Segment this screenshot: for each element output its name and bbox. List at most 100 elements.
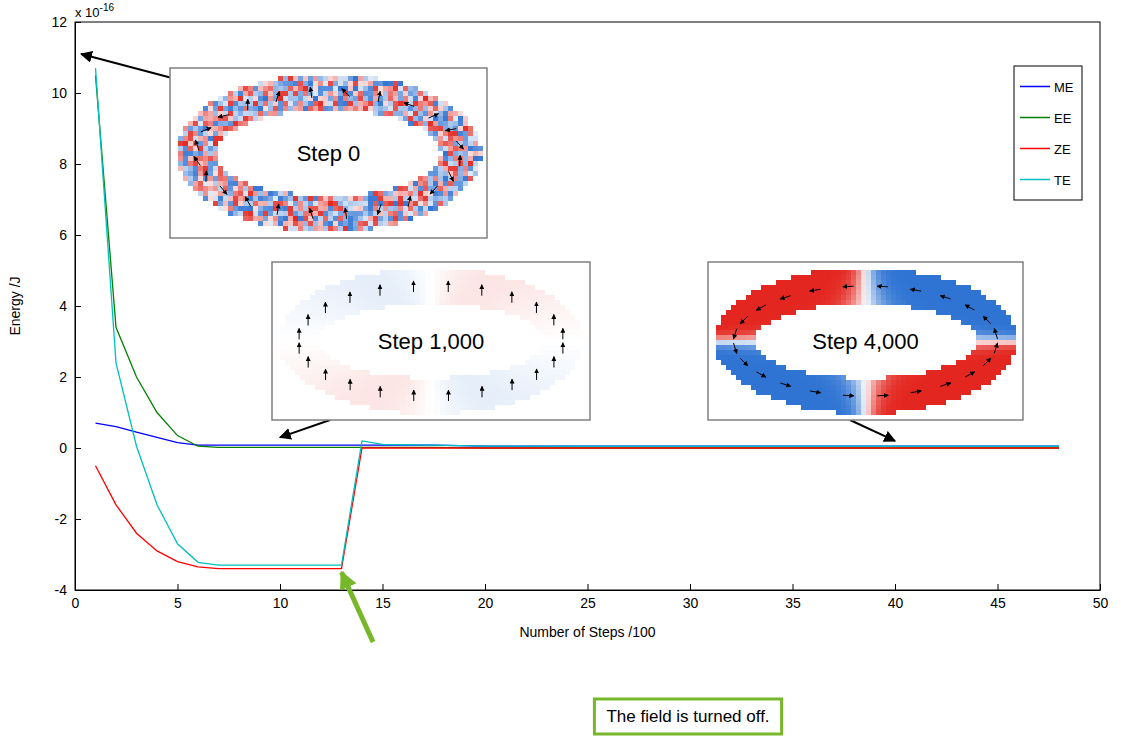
y-tick-label: 6 <box>59 227 67 243</box>
inset-cell <box>550 370 555 375</box>
inset-cell <box>388 111 393 116</box>
inset-cell <box>555 305 560 310</box>
inset-cell <box>390 385 395 390</box>
annotation-arrow <box>850 420 895 441</box>
inset-cell <box>350 395 355 400</box>
inset-cell <box>458 181 463 186</box>
inset-cell <box>233 181 238 186</box>
inset-cell <box>560 375 565 380</box>
inset-cell <box>278 191 283 196</box>
inset-cell <box>555 325 560 330</box>
inset-cell <box>388 106 393 111</box>
inset-cell <box>560 310 565 315</box>
inset-cell <box>410 385 415 390</box>
inset-cell <box>368 76 373 81</box>
inset-cell <box>450 295 455 300</box>
inset-cell <box>555 335 560 340</box>
inset-cell <box>470 275 475 280</box>
inset-cell <box>310 350 315 355</box>
inset-cell <box>520 375 525 380</box>
y-multiplier: x 10-16 <box>75 2 114 20</box>
inset-cell <box>340 300 345 305</box>
inset-cell <box>428 121 433 126</box>
inset-cell <box>290 350 295 355</box>
x-tick-mark <box>485 584 486 590</box>
inset-cell <box>463 126 468 131</box>
inset-cell <box>360 305 365 310</box>
inset-cell <box>340 290 345 295</box>
inset-cell <box>475 295 480 300</box>
inset-cell <box>243 186 248 191</box>
inset-cell <box>408 216 413 221</box>
inset-cell <box>435 405 440 410</box>
inset-cell <box>423 196 428 201</box>
inset-cell <box>453 176 458 181</box>
inset-cell <box>490 385 495 390</box>
y-tick-mark <box>75 164 81 165</box>
inset-cell <box>525 290 530 295</box>
inset-cell <box>325 315 330 320</box>
inset-cell <box>505 280 510 285</box>
inset-cell <box>393 186 398 191</box>
inset-cell <box>525 375 530 380</box>
inset-cell <box>238 101 243 106</box>
inset-cell <box>510 300 515 305</box>
inset-cell <box>213 106 218 111</box>
inset-cell <box>305 330 310 335</box>
inset-cell <box>435 285 440 290</box>
inset-cell <box>403 96 408 101</box>
inset-cell <box>473 131 478 136</box>
inset-cell <box>736 335 741 340</box>
inset-cell <box>328 91 333 96</box>
inset-arrow <box>299 343 300 354</box>
inset-cell <box>390 380 395 385</box>
inset-cell <box>315 370 320 375</box>
inset-cell <box>438 126 443 131</box>
x-tick-label: 5 <box>174 595 182 611</box>
inset-cell <box>298 101 303 106</box>
inset-cell <box>413 86 418 91</box>
inset-cell <box>388 86 393 91</box>
inset-cell <box>340 305 345 310</box>
inset-cell <box>443 196 448 201</box>
inset-arrow <box>342 89 350 97</box>
inset-cell <box>433 136 438 141</box>
inset-cell <box>408 106 413 111</box>
inset-cell <box>368 191 373 196</box>
inset-cell <box>343 106 348 111</box>
inset-cell <box>393 101 398 106</box>
inset-cell <box>453 191 458 196</box>
inset-cell <box>365 370 370 375</box>
inset-cell <box>438 201 443 206</box>
inset-cell <box>415 390 420 395</box>
inset-cell <box>335 375 340 380</box>
inset-cell <box>203 151 208 156</box>
inset-cell <box>520 290 525 295</box>
y-tick-mark <box>75 377 81 378</box>
inset-cell <box>283 206 288 211</box>
inset-cell <box>313 76 318 81</box>
y-tick: 10 <box>51 85 81 101</box>
inset-cell <box>445 275 450 280</box>
series-line <box>96 68 1060 565</box>
inset-arrow <box>378 204 382 214</box>
inset-cell <box>423 181 428 186</box>
inset-cell <box>403 111 408 116</box>
inset-cell <box>338 96 343 101</box>
inset-cell <box>278 221 283 226</box>
inset-cell <box>268 106 273 111</box>
inset-cell <box>373 76 378 81</box>
inset-cell <box>393 91 398 96</box>
inset-cell <box>328 96 333 101</box>
inset-cell <box>258 106 263 111</box>
inset-cell <box>460 375 465 380</box>
inset-cell <box>545 315 550 320</box>
inset-cell <box>448 111 453 116</box>
inset-cell <box>310 340 315 345</box>
inset-cell <box>263 106 268 111</box>
inset-cell <box>505 385 510 390</box>
inset-cell <box>350 285 355 290</box>
inset-arrow <box>536 302 537 313</box>
inset-cell <box>460 285 465 290</box>
inset-cell <box>310 305 315 310</box>
